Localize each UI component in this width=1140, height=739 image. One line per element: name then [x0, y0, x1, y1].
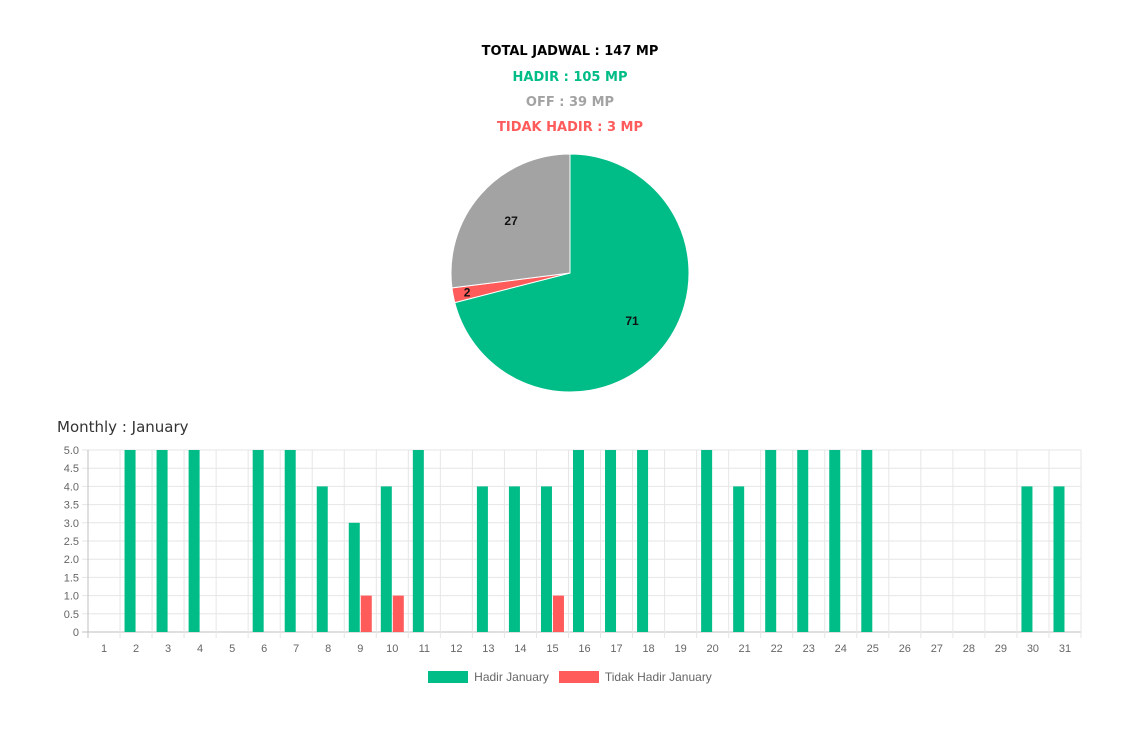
- x-tick-label: 28: [963, 643, 975, 655]
- legend-swatch-tidak-hadir: [558, 671, 599, 683]
- bar-hadir-day-24[interactable]: [829, 450, 841, 632]
- absent-label: TIDAK HADIR : 3 MP: [496, 120, 644, 135]
- y-tick-label: 2.5: [64, 536, 79, 548]
- pie-label-off: 27: [504, 214, 518, 228]
- pie-label-tidak-hadir: 2: [464, 286, 471, 300]
- bar-tidak-hadir-day-10[interactable]: [392, 595, 404, 632]
- x-tick-label: 23: [803, 643, 815, 655]
- bar-hadir-day-31[interactable]: [1053, 486, 1065, 632]
- attendance-pie-chart: 71 2 27: [450, 153, 690, 393]
- x-tick-label: 2: [133, 643, 139, 655]
- bar-hadir-day-15[interactable]: [540, 486, 552, 632]
- bar-hadir-day-22[interactable]: [765, 450, 777, 632]
- off-label: OFF : 39 MP: [525, 95, 615, 110]
- x-tick-label: 3: [165, 643, 171, 655]
- x-tick-label: 9: [357, 643, 363, 655]
- pie-slice-off[interactable]: [450, 153, 571, 289]
- y-tick-label: 1.5: [64, 572, 79, 584]
- bar-hadir-day-2[interactable]: [124, 450, 136, 632]
- legend-item-tidak-hadir[interactable]: Tidak Hadir January: [558, 670, 712, 684]
- x-tick-label: 12: [450, 643, 462, 655]
- chart-legend: Hadir January Tidak Hadir January: [0, 670, 1140, 684]
- bar-hadir-day-6[interactable]: [252, 450, 264, 632]
- total-schedule-label: TOTAL JADWAL : 147 MP: [481, 44, 659, 59]
- x-tick-label: 16: [578, 643, 590, 655]
- bar-hadir-day-10[interactable]: [380, 486, 392, 632]
- bar-hadir-day-11[interactable]: [412, 450, 424, 632]
- x-tick-label: 5: [229, 643, 235, 655]
- legend-item-hadir[interactable]: Hadir January: [428, 670, 549, 684]
- y-tick-label: 2.0: [64, 554, 79, 566]
- bar-hadir-day-9[interactable]: [348, 522, 360, 632]
- y-tick-label: 0.5: [64, 609, 79, 621]
- y-tick-label: 4.5: [64, 463, 79, 475]
- x-tick-label: 17: [610, 643, 622, 655]
- bar-hadir-day-21[interactable]: [733, 486, 745, 632]
- legend-label-hadir: Hadir January: [474, 670, 549, 684]
- x-tick-label: 11: [419, 643, 430, 655]
- bar-hadir-day-16[interactable]: [573, 450, 584, 632]
- x-tick-label: 18: [642, 643, 654, 655]
- bar-hadir-day-3[interactable]: [156, 450, 168, 632]
- bar-tidak-hadir-day-9[interactable]: [360, 595, 372, 632]
- x-tick-label: 14: [514, 643, 526, 655]
- x-tick-label: 29: [995, 643, 1007, 655]
- x-tick-label: 21: [739, 643, 751, 655]
- x-tick-label: 13: [482, 643, 494, 655]
- present-label: HADIR : 105 MP: [512, 70, 628, 85]
- x-tick-label: 19: [674, 643, 686, 655]
- pie-label-hadir: 71: [625, 314, 639, 328]
- bar-hadir-day-25[interactable]: [861, 450, 873, 632]
- y-tick-label: 0: [73, 627, 79, 639]
- bar-hadir-day-17[interactable]: [605, 450, 617, 632]
- x-tick-label: 26: [899, 643, 911, 655]
- y-tick-label: 1.0: [64, 591, 79, 603]
- legend-swatch-hadir: [428, 671, 469, 683]
- bar-hadir-day-18[interactable]: [637, 450, 649, 632]
- x-tick-label: 24: [835, 643, 847, 655]
- x-tick-label: 15: [546, 643, 558, 655]
- legend-label-tidak-hadir: Tidak Hadir January: [604, 670, 712, 684]
- x-tick-label: 22: [771, 643, 783, 655]
- bar-hadir-day-23[interactable]: [797, 450, 809, 632]
- bar-tidak-hadir-day-15[interactable]: [552, 595, 564, 632]
- x-tick-label: 30: [1027, 643, 1039, 655]
- x-tick-label: 1: [101, 643, 107, 655]
- y-tick-label: 4.0: [64, 481, 79, 493]
- bar-hadir-day-13[interactable]: [476, 486, 488, 632]
- y-tick-label: 3.0: [64, 518, 79, 530]
- bar-hadir-day-14[interactable]: [508, 486, 520, 632]
- x-tick-label: 7: [293, 643, 299, 655]
- bar-hadir-day-8[interactable]: [316, 486, 328, 632]
- x-tick-label: 4: [197, 643, 203, 655]
- x-tick-label: 10: [386, 643, 398, 655]
- bar-hadir-day-30[interactable]: [1021, 486, 1033, 632]
- y-tick-label: 5.0: [64, 445, 79, 457]
- x-tick-label: 8: [325, 643, 331, 655]
- bar-hadir-day-20[interactable]: [701, 450, 713, 632]
- x-tick-label: 27: [931, 643, 943, 655]
- monthly-title: Monthly : January: [57, 418, 189, 436]
- x-tick-label: 25: [867, 643, 879, 655]
- y-tick-label: 3.5: [64, 500, 79, 512]
- bar-hadir-day-7[interactable]: [284, 450, 296, 632]
- pie-slice-hadir[interactable]: [454, 153, 690, 393]
- x-tick-label: 6: [261, 643, 267, 655]
- monthly-bar-chart: 5.04.54.03.53.02.52.01.51.00.501 2 3 4 5 6 7 8 9…: [64, 445, 1082, 655]
- x-tick-label: 31: [1059, 643, 1071, 655]
- bar-hadir-day-4[interactable]: [188, 450, 200, 632]
- x-tick-label: 20: [707, 643, 719, 655]
